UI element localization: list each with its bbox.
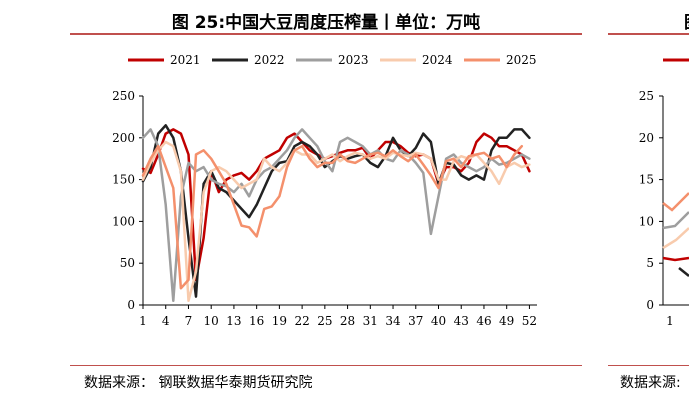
x-tick-label: 49	[499, 314, 514, 328]
x-tick-label: 16	[249, 314, 264, 328]
legend-label-2023: 2023	[338, 53, 369, 67]
x-tick-label: 43	[454, 314, 469, 328]
x-tick-label: 31	[363, 314, 378, 328]
x-tick-label: 10	[204, 314, 219, 328]
next-panel-y-tick-label: 15	[639, 173, 654, 187]
x-tick-label: 25	[317, 314, 332, 328]
x-tick-label: 28	[340, 314, 355, 328]
data-source: 数据来源： 钢联数据华泰期货研究院	[84, 375, 313, 391]
x-tick-label: 46	[476, 314, 491, 328]
y-tick-label: 0	[127, 298, 135, 312]
x-tick-label: 22	[294, 314, 309, 328]
legend-label-2024: 2024	[422, 53, 453, 67]
x-tick-label: 52	[522, 314, 537, 328]
next-panel-line-2023	[662, 211, 689, 230]
next-panel-source: 数据来源:	[620, 375, 681, 391]
series-lines	[141, 124, 531, 303]
next-panel-line-2021	[662, 256, 689, 262]
y-tick-label: 250	[112, 89, 135, 103]
next-panel-chart: 25 20 15 10 5 01	[639, 58, 689, 328]
next-panel-y-tick-label: 10	[639, 214, 654, 228]
x-tick-label: 7	[185, 314, 193, 328]
next-panel-title-divider	[608, 33, 689, 35]
next-panel-y-tick-label: 0	[646, 298, 654, 312]
next-panel-line-2024	[662, 227, 689, 250]
next-panel-y-tick-label: 5	[646, 256, 654, 270]
series-line-2024	[141, 140, 531, 303]
next-panel-x-tick-label: 1	[666, 314, 674, 328]
x-tick-label: 1	[139, 314, 147, 328]
y-axis: 0 50 100 150 200 250	[112, 89, 144, 312]
y-tick-label: 200	[112, 131, 135, 145]
chart-title: 图 25:中国大豆周度压榨量丨单位：万吨	[171, 13, 481, 33]
y-tick-label: 150	[112, 173, 135, 187]
legend-label-2021: 2021	[170, 53, 201, 67]
title-divider	[70, 33, 582, 35]
legend: 2021 2022 2023 2024 2025	[128, 53, 537, 67]
x-tick-label: 4	[162, 314, 170, 328]
x-tick-label: 40	[431, 314, 446, 328]
next-panel-y-tick-label: 25	[639, 89, 654, 103]
series-line-2025	[141, 144, 524, 290]
x-tick-label: 13	[226, 314, 241, 328]
next-panel-line-2025	[662, 192, 689, 212]
next-panel-footer-divider	[608, 365, 689, 366]
x-tick-label: 34	[385, 314, 401, 328]
legend-label-2022: 2022	[254, 53, 285, 67]
x-axis: 1 4 7 10 13 16 19 22 25 28 31 34 37 40 43 46 49 52	[139, 304, 537, 328]
legend-label-2025: 2025	[506, 53, 537, 67]
y-tick-label: 50	[120, 256, 135, 270]
next-panel-title: 图	[684, 8, 689, 33]
x-tick-label: 19	[272, 314, 287, 328]
next-panel-line-2022	[678, 267, 689, 277]
next-panel-y-tick-label: 20	[639, 131, 654, 145]
footer-divider	[70, 365, 582, 366]
x-tick-label: 37	[408, 314, 423, 328]
y-tick-label: 100	[112, 214, 135, 228]
